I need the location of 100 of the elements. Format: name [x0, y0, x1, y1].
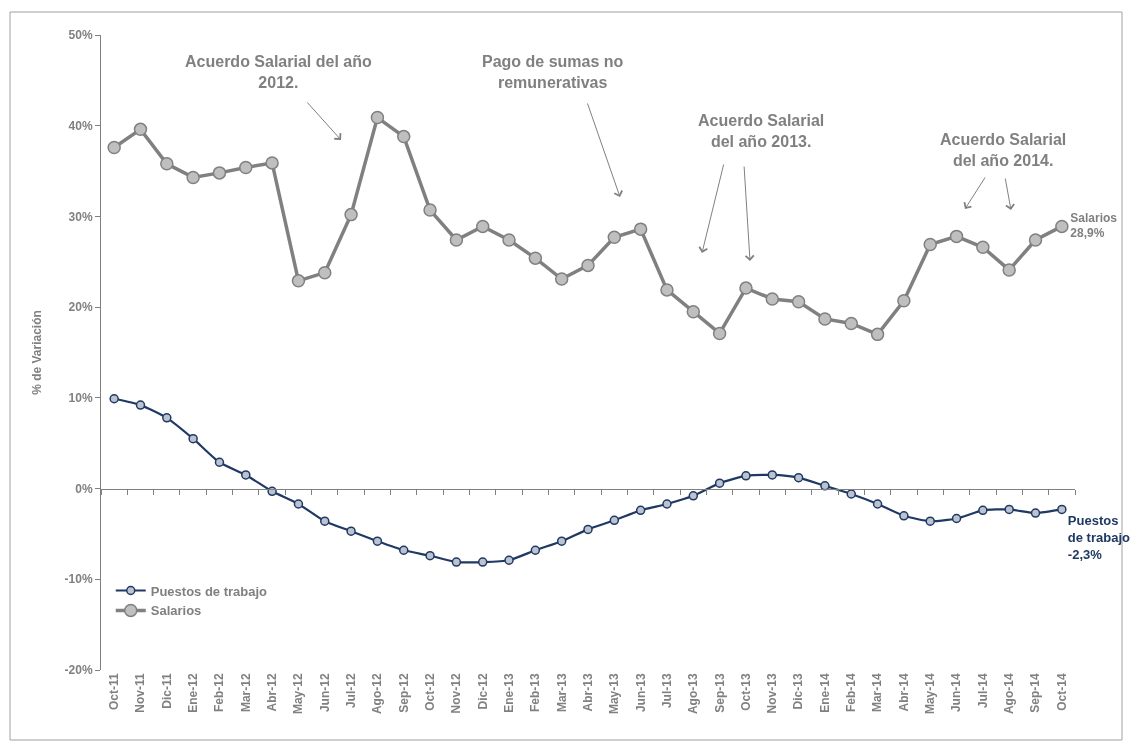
x-tick-label: Oct-12: [422, 673, 437, 711]
point: [609, 515, 620, 526]
point: [923, 237, 937, 252]
x-tick-label: Ene-13: [501, 673, 516, 713]
point: [1004, 504, 1014, 515]
point: [765, 292, 780, 306]
point: [1028, 233, 1043, 247]
point: [951, 513, 962, 524]
point: [398, 545, 409, 556]
point: [925, 516, 935, 526]
x-tick-label: Jun-14: [949, 673, 964, 713]
point: [162, 413, 172, 423]
point: [741, 471, 751, 481]
point: [791, 294, 806, 309]
x-tick-label: Jul-12: [343, 673, 358, 709]
point: [530, 545, 541, 556]
x-tick-label: Jun-12: [317, 673, 332, 713]
point: [739, 281, 753, 295]
point: [686, 304, 701, 319]
point: [635, 505, 646, 516]
point: [502, 233, 516, 247]
y-tick-label: 10%: [68, 391, 93, 406]
point: [135, 400, 146, 410]
point: [504, 555, 514, 565]
x-tick-label: Sep-12: [396, 673, 411, 713]
point: [1030, 508, 1041, 518]
point: [793, 472, 804, 483]
annotation: Pago de sumas no remunerativas: [482, 53, 624, 91]
x-tick-label: Jun-13: [633, 673, 648, 713]
x-tick-label: Ago-12: [370, 673, 385, 715]
y-tick-label: -10%: [64, 572, 93, 587]
x-tick-label: Abr-13: [580, 673, 595, 712]
x-tick-label: Ago-14: [1002, 673, 1017, 715]
point: [214, 457, 225, 468]
x-tick-label: Mar-14: [870, 673, 885, 713]
point: [660, 283, 674, 297]
point: [1055, 219, 1069, 234]
y-tick-label: 0%: [75, 481, 93, 496]
x-tick-label: Nov-12: [449, 673, 464, 714]
point: [320, 516, 330, 526]
point: [372, 536, 383, 546]
y-tick-label: 20%: [68, 300, 93, 315]
point: [188, 433, 198, 444]
point: [293, 499, 304, 509]
x-tick-label: May-14: [923, 673, 938, 715]
point: [556, 536, 567, 546]
point: [423, 203, 437, 217]
x-tick-label: Abr-12: [265, 673, 280, 712]
point: [897, 294, 911, 308]
point: [449, 233, 464, 247]
point: [688, 491, 699, 501]
point: [160, 157, 174, 171]
point: [133, 122, 148, 137]
x-tick-label: Sep-14: [1028, 673, 1043, 713]
point: [239, 160, 253, 175]
data-label: Puestos de trabajo -2,3%: [1067, 513, 1131, 562]
point: [846, 489, 856, 499]
x-tick-label: Jul-13: [659, 673, 674, 709]
point: [662, 499, 672, 509]
point: [344, 207, 358, 222]
legend-label: Salarios: [150, 603, 202, 619]
point: [425, 550, 435, 561]
point: [818, 312, 832, 326]
point: [370, 110, 385, 125]
point: [451, 557, 462, 567]
point: [109, 394, 119, 404]
point: [712, 326, 727, 341]
point: [1002, 263, 1016, 277]
legend-label: Puestos de trabajo: [150, 583, 268, 599]
point: [714, 478, 725, 488]
point: [581, 258, 595, 273]
point: [528, 251, 543, 265]
point: [607, 230, 622, 245]
point: [241, 470, 251, 480]
data-label: Salarios 28,9%: [1070, 210, 1118, 241]
x-tick-label: Oct-14: [1054, 673, 1069, 711]
point: [477, 557, 488, 567]
annotation: Acuerdo Salarial del año 2013.: [698, 112, 825, 150]
point: [976, 240, 990, 255]
point: [872, 499, 883, 509]
annotation: Acuerdo Salarial del año 2012.: [185, 53, 372, 91]
x-tick-label: Jul-14: [975, 673, 990, 709]
point: [978, 505, 988, 516]
x-tick-label: Ene-12: [186, 673, 201, 713]
y-tick-label: -20%: [64, 663, 93, 678]
point: [291, 274, 306, 288]
point: [186, 170, 200, 185]
point: [870, 327, 885, 342]
point: [346, 526, 356, 536]
x-tick-label: Feb-12: [212, 673, 227, 713]
point: [396, 129, 411, 144]
point: [899, 511, 909, 521]
annotation: Acuerdo Salarial del año 2014.: [940, 131, 1067, 169]
x-tick-label: Dic-13: [791, 673, 806, 710]
x-tick-label: Oct-13: [738, 673, 753, 711]
x-tick-label: Nov-13: [765, 673, 780, 714]
x-tick-label: Abr-14: [896, 673, 911, 712]
y-tick-label: 40%: [68, 118, 93, 133]
x-tick-label: Ene-14: [817, 673, 832, 713]
x-tick-label: Nov-11: [133, 673, 148, 713]
